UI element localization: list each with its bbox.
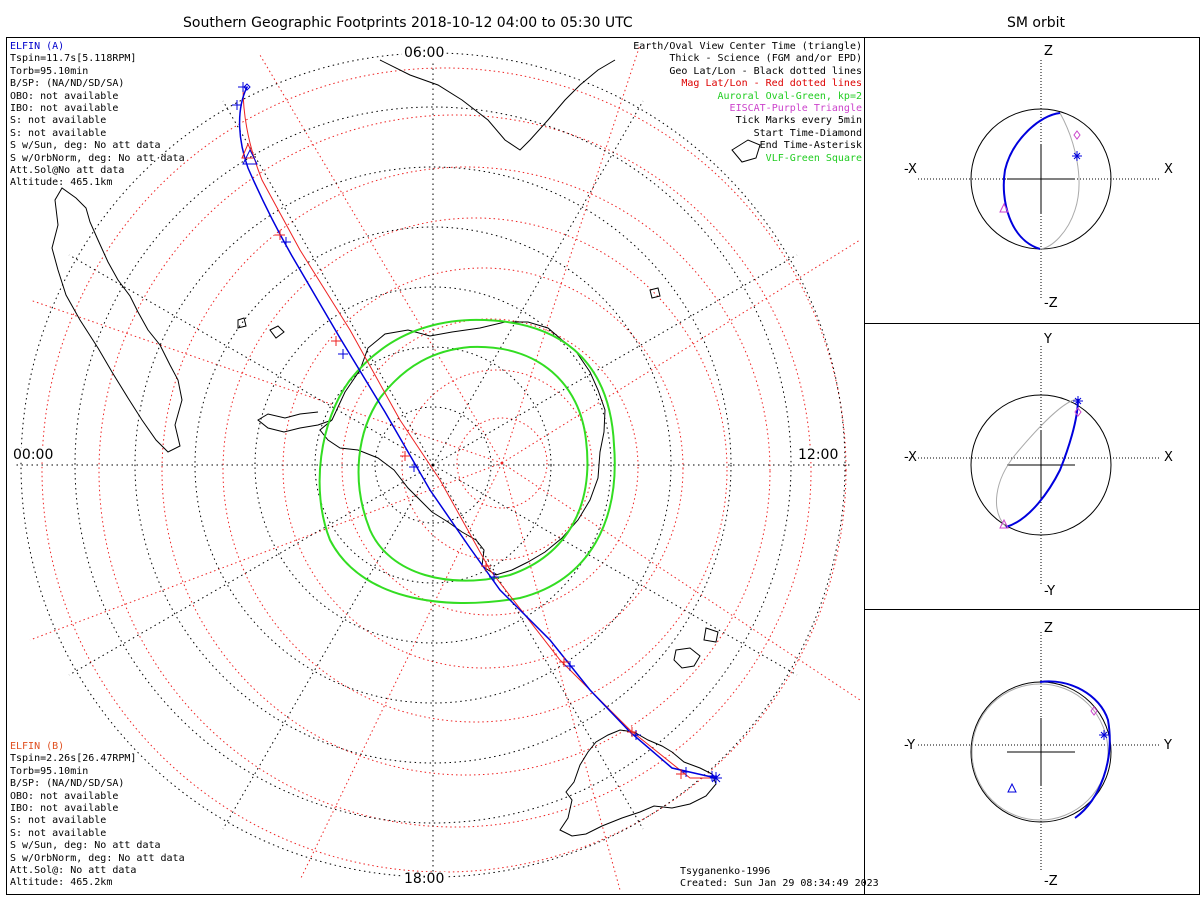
orbit-xz-bottom-label: -Z	[1044, 296, 1058, 311]
elfin-b-line: Torb=95.10min	[10, 765, 89, 777]
clock-label-bottom: 18:00	[402, 871, 447, 887]
clock-label-right: 12:00	[796, 447, 841, 463]
orbit-yz-bottom-label: -Z	[1044, 874, 1058, 889]
coastlines	[51, 59, 761, 837]
orbit-xy-right-label: X	[1164, 450, 1173, 465]
orbit-xy-bottom-label: -Y	[1044, 584, 1056, 599]
elfin-a-line: B/SP: (NA/ND/SD/SA)	[10, 78, 125, 90]
legend-item: Earth/Oval View Center Time (triangle)	[633, 41, 862, 52]
orbit-yz-right-label: Y	[1164, 738, 1172, 753]
legend-item: Start Time-Diamond	[753, 127, 862, 139]
elfin-b-line: OBO: not available	[10, 790, 119, 802]
end-asterisk	[710, 772, 722, 784]
elfin-b-line: IBO: not available	[10, 803, 119, 815]
legend-item: Tick Marks every 5min	[735, 115, 862, 127]
elfin-a-line: S: not available	[10, 127, 107, 139]
orbit-xz-right-label: X	[1164, 162, 1173, 177]
elfin-a-line: S w/OrbNorm, deg: No att data	[10, 152, 185, 164]
elfin-a-line: Torb=95.10min	[10, 65, 89, 77]
elfin-b-line: S w/OrbNorm, deg: No att data	[10, 852, 185, 864]
elfin-b-line: S: not available	[10, 815, 107, 827]
elfin-a-line: S w/Sun, deg: No att data	[10, 140, 161, 152]
elfin-a-line: Tspin=11.7s[5.118RPM]	[10, 53, 137, 65]
track-a-ticks	[232, 82, 717, 781]
mag-latlon-grid	[29, 44, 861, 891]
legend-item: End Time-Asterisk	[759, 140, 862, 152]
elfin-b-line: Altitude: 465.2km	[10, 877, 113, 889]
view-center-triangles	[241, 142, 258, 165]
auroral-oval	[318, 318, 616, 604]
elfin-a-info: ELFIN (A) Tspin=11.7s[5.118RPM] Torb=95.…	[10, 41, 185, 190]
clock-label-left: 00:00	[11, 447, 56, 463]
elfin-b-line: S w/Sun, deg: No att data	[10, 840, 161, 852]
elfin-b-line: Att.Sol@: No att data	[10, 865, 137, 877]
elfin-b-name: ELFIN (B)	[10, 741, 65, 752]
elfin-b-line: S: not available	[10, 827, 107, 839]
start-diamond	[243, 83, 251, 91]
model-label: Tsyganenko-1996	[680, 866, 771, 877]
created-label: Created: Sun Jan 29 08:34:49 2023	[680, 878, 879, 889]
orbit-plot-xz	[918, 60, 1160, 298]
track-elfin-b	[242, 86, 716, 779]
orbit-yz-left-label: -Y	[904, 738, 916, 753]
orbit-plot-xy	[918, 346, 1160, 584]
elfin-a-line: IBO: not available	[10, 103, 119, 115]
legend-item: VLF-Green Square	[765, 152, 862, 164]
elfin-a-line: S: not available	[10, 115, 107, 127]
orbit-xz-top-label: Z	[1044, 44, 1053, 59]
legend-item: Geo Lat/Lon - Black dotted lines	[669, 65, 862, 77]
elfin-a-line: OBO: not available	[10, 90, 119, 102]
orbit-xy-left-label: -X	[904, 450, 917, 465]
clock-label-top: 06:00	[402, 45, 447, 61]
elfin-b-line: Tspin=2.26s[26.47RPM]	[10, 753, 137, 765]
track-b-ticks	[275, 230, 686, 779]
elfin-a-line: Altitude: 465.1km	[10, 177, 113, 189]
orbit-xz-left-label: -X	[904, 162, 917, 177]
elfin-b-line: B/SP: (NA/ND/SD/SA)	[10, 778, 125, 790]
orbit-title: SM orbit	[1007, 15, 1066, 31]
elfin-b-info: ELFIN (B) Tspin=2.26s[26.47RPM] Torb=95.…	[10, 741, 185, 890]
legend-item: EISCAT-Purple Triangle	[729, 103, 862, 115]
legend-item: Mag Lat/Lon - Red dotted lines	[681, 78, 862, 90]
elfin-a-line: Att.Sol@No att data	[10, 165, 125, 177]
orbit-xy-top-label: Y	[1044, 332, 1052, 347]
orbit-yz-top-label: Z	[1044, 621, 1053, 636]
legend-item: Auroral Oval-Green, kp=2	[717, 90, 863, 102]
elfin-a-name: ELFIN (A)	[10, 41, 65, 52]
legend-item: Thick - Science (FGM and/or EPD)	[669, 53, 862, 65]
map-legend: Earth/Oval View Center Time (triangle) T…	[633, 41, 862, 165]
track-elfin-a	[238, 86, 717, 779]
map-title: Southern Geographic Footprints 2018-10-1…	[183, 15, 633, 31]
orbit-plot-yz	[918, 632, 1160, 870]
